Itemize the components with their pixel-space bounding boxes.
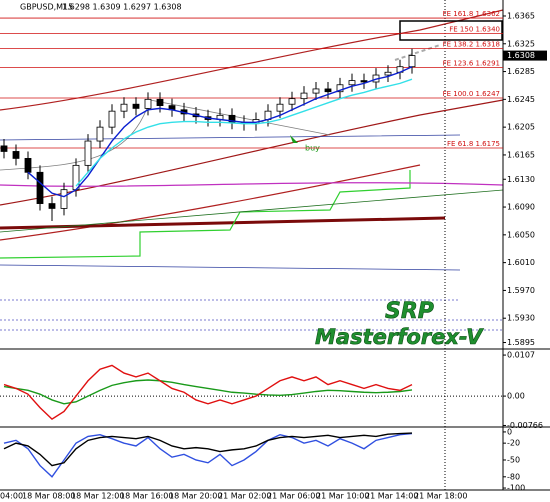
watermark: Masterforex-V — [315, 325, 484, 349]
candle-body — [120, 103, 128, 112]
indicator-line — [3, 379, 413, 405]
y-tick-label: 0.0107 — [507, 351, 535, 360]
candle-body — [132, 103, 140, 109]
candle-body — [360, 80, 368, 83]
fe-label: FE 161.8 1.6362 — [443, 10, 500, 18]
envelope-line — [0, 9, 504, 111]
candle-body — [384, 71, 392, 76]
x-tick-label: 21 Mar 06:00 — [267, 492, 320, 501]
ohlc-values: 1.6298 1.6309 1.6297 1.6308 — [62, 3, 182, 12]
y-tick-label: 1.6090 — [507, 203, 535, 212]
candle-body — [348, 80, 356, 86]
symbol-title: GBPUSD,M15 — [20, 3, 73, 12]
y-tick-label: 1.6130 — [507, 175, 535, 184]
candle-body — [288, 98, 296, 105]
y-tick-label: 1.6010 — [507, 258, 535, 267]
candle-body — [36, 171, 44, 204]
y-tick-label: 1.6050 — [507, 230, 535, 239]
indicator-line — [27, 66, 413, 198]
candle-body — [12, 151, 20, 159]
fe-label: FE 100.0 1.6247 — [443, 90, 500, 98]
last-price-label: 1.6308 — [507, 51, 535, 60]
candle-body — [312, 88, 320, 94]
candle-body — [60, 189, 68, 209]
fe-label: FE 61.8 1.6175 — [447, 140, 500, 148]
envelope-line — [0, 99, 504, 206]
buy-arrow — [290, 135, 298, 143]
y-tick-label: 0 — [507, 427, 512, 436]
fe-label: FE 138.2 1.6318 — [443, 41, 500, 49]
y-tick-label: 1.6165 — [507, 150, 535, 159]
fe-label: FE 150 1.6340 — [449, 25, 500, 33]
x-tick-label: 21 Mar 02:00 — [218, 492, 271, 501]
envelope-line — [0, 164, 421, 241]
y-tick-label: 1.6365 — [507, 11, 535, 20]
y-tick-label: 1.6285 — [507, 67, 535, 76]
projection-arrow — [394, 44, 441, 61]
candle-body — [336, 84, 344, 93]
dashed-line — [0, 134, 461, 271]
y-tick-label: -80 — [507, 472, 520, 481]
candle-body — [48, 203, 56, 209]
x-tick-label: 04:00 — [0, 492, 23, 501]
y-tick-label: 1.6205 — [507, 123, 535, 132]
fe-label: FE 123.6 1.6291 — [443, 59, 500, 67]
y-tick-label: 1.6325 — [507, 39, 535, 48]
y-tick-label: 1.5930 — [507, 314, 535, 323]
y-tick-label: -50 — [507, 455, 520, 464]
indicator-line — [3, 432, 413, 478]
ma-line — [0, 189, 504, 233]
trend-line — [0, 216, 446, 230]
indicator-line — [75, 78, 413, 187]
x-tick-label: 21 Mar 14:00 — [365, 492, 418, 501]
envelopes — [0, 9, 504, 331]
indicator-line — [3, 432, 413, 467]
candle-body — [324, 88, 332, 93]
y-tick-label: 1.6245 — [507, 95, 535, 104]
y-tick-label: 1.5895 — [507, 338, 535, 347]
x-tick-label: 18 Mar 20:00 — [169, 492, 222, 501]
x-tick-label: 18 Mar 08:00 — [22, 492, 75, 501]
candle-body — [84, 140, 92, 166]
indicator-line — [3, 364, 413, 420]
candle-body — [408, 55, 416, 68]
y-tick-label: -20 — [507, 439, 520, 448]
candle-body — [144, 98, 152, 109]
candle-body — [276, 103, 284, 112]
candle-body — [300, 92, 308, 100]
y-tick-label: -0.00766 — [507, 421, 543, 430]
candle-body — [24, 158, 32, 173]
x-tick-label: 21 Mar 18:00 — [414, 492, 467, 501]
y-tick-label: 0.00 — [507, 392, 525, 401]
x-tick-label: 18 Mar 16:00 — [120, 492, 173, 501]
x-tick-label: 18 Mar 12:00 — [71, 492, 124, 501]
target-box — [399, 20, 503, 41]
last-price-box — [503, 50, 547, 61]
candle-body — [96, 126, 104, 142]
ma-line — [0, 182, 504, 187]
candle-body — [0, 145, 8, 152]
candle-body — [108, 110, 116, 128]
candle-body — [156, 98, 164, 107]
y-tick-label: -100 — [507, 484, 525, 493]
x-tick-label: 21 Mar 10:00 — [316, 492, 369, 501]
y-tick-label: 1.5970 — [507, 286, 535, 295]
watermark: SRP — [385, 299, 434, 324]
dashed-line — [0, 299, 503, 331]
